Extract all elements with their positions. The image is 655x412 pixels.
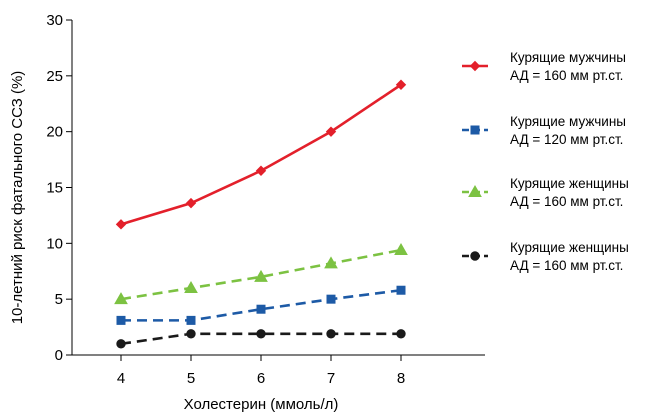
series-1 (115, 79, 407, 230)
y-tick-label: 5 (55, 291, 63, 308)
data-point (186, 329, 196, 339)
y-tick-label: 30 (46, 12, 63, 29)
x-tick-label: 7 (327, 370, 335, 387)
legend-marker (470, 251, 480, 261)
data-point (256, 329, 266, 339)
legend-item: Курящие женщины АД = 160 мм рт.ст. (462, 176, 629, 209)
y-tick-label: 0 (55, 347, 63, 364)
legend-label-line1: Курящие мужчины (510, 50, 626, 65)
legend-marker (469, 60, 481, 72)
data-point (186, 315, 196, 325)
data-point (326, 329, 336, 339)
data-point (185, 197, 197, 209)
legend-item: Курящие мужчины АД = 160 мм рт.ст. (462, 50, 626, 83)
x-tick-label: 6 (257, 370, 265, 387)
data-point (396, 285, 406, 295)
x-axis-title: Холестерин (ммоль/л) (184, 396, 339, 412)
data-point (114, 292, 128, 305)
series-3 (114, 243, 408, 305)
data-point (326, 294, 336, 304)
y-tick-label: 10 (46, 235, 63, 252)
y-tick-label: 15 (46, 180, 63, 197)
legend-marker (468, 184, 482, 197)
data-point (256, 304, 266, 314)
legend-label-line2: АД = 160 мм рт.ст. (510, 68, 623, 83)
legend-label-line1: Курящие женщины (510, 176, 629, 191)
chart-axes (71, 20, 485, 356)
data-point (115, 219, 127, 230)
y-tick-label: 20 (46, 124, 63, 141)
data-point (396, 329, 406, 339)
series-layer (114, 79, 408, 349)
data-point (395, 79, 407, 90)
series-2 (116, 285, 406, 325)
series-line (120, 83, 402, 226)
legend-marker (470, 125, 480, 135)
data-point (394, 243, 408, 256)
legend-label-line2: АД = 120 мм рт.ст. (510, 132, 623, 147)
y-axis-ticks: 0 5 10 15 20 25 30 (46, 12, 72, 364)
data-point (325, 126, 337, 137)
legend-item: Курящие женщины АД = 160 мм рт.ст. (462, 240, 629, 273)
data-point (116, 339, 126, 349)
legend-label-line1: Курящие мужчины (510, 114, 626, 129)
legend-label-line1: Курящие женщины (510, 240, 629, 255)
data-point (255, 165, 267, 176)
y-axis-title: 10-летний риск фатального ССЗ (%) (9, 71, 26, 325)
x-tick-label: 5 (187, 370, 195, 387)
x-tick-label: 8 (397, 370, 405, 387)
legend-label-line2: АД = 160 мм рт.ст. (510, 194, 623, 209)
x-axis-ticks: 4 5 6 7 8 (117, 355, 405, 387)
data-point (324, 256, 338, 269)
data-point (254, 269, 268, 282)
x-tick-label: 4 (117, 370, 125, 387)
legend-label-line2: АД = 160 мм рт.ст. (510, 258, 623, 273)
data-point (116, 315, 126, 325)
series-4 (116, 329, 406, 349)
data-point (184, 280, 198, 293)
legend-item: Курящие мужчины АД = 120 мм рт.ст. (462, 114, 626, 147)
y-tick-label: 25 (46, 68, 63, 85)
